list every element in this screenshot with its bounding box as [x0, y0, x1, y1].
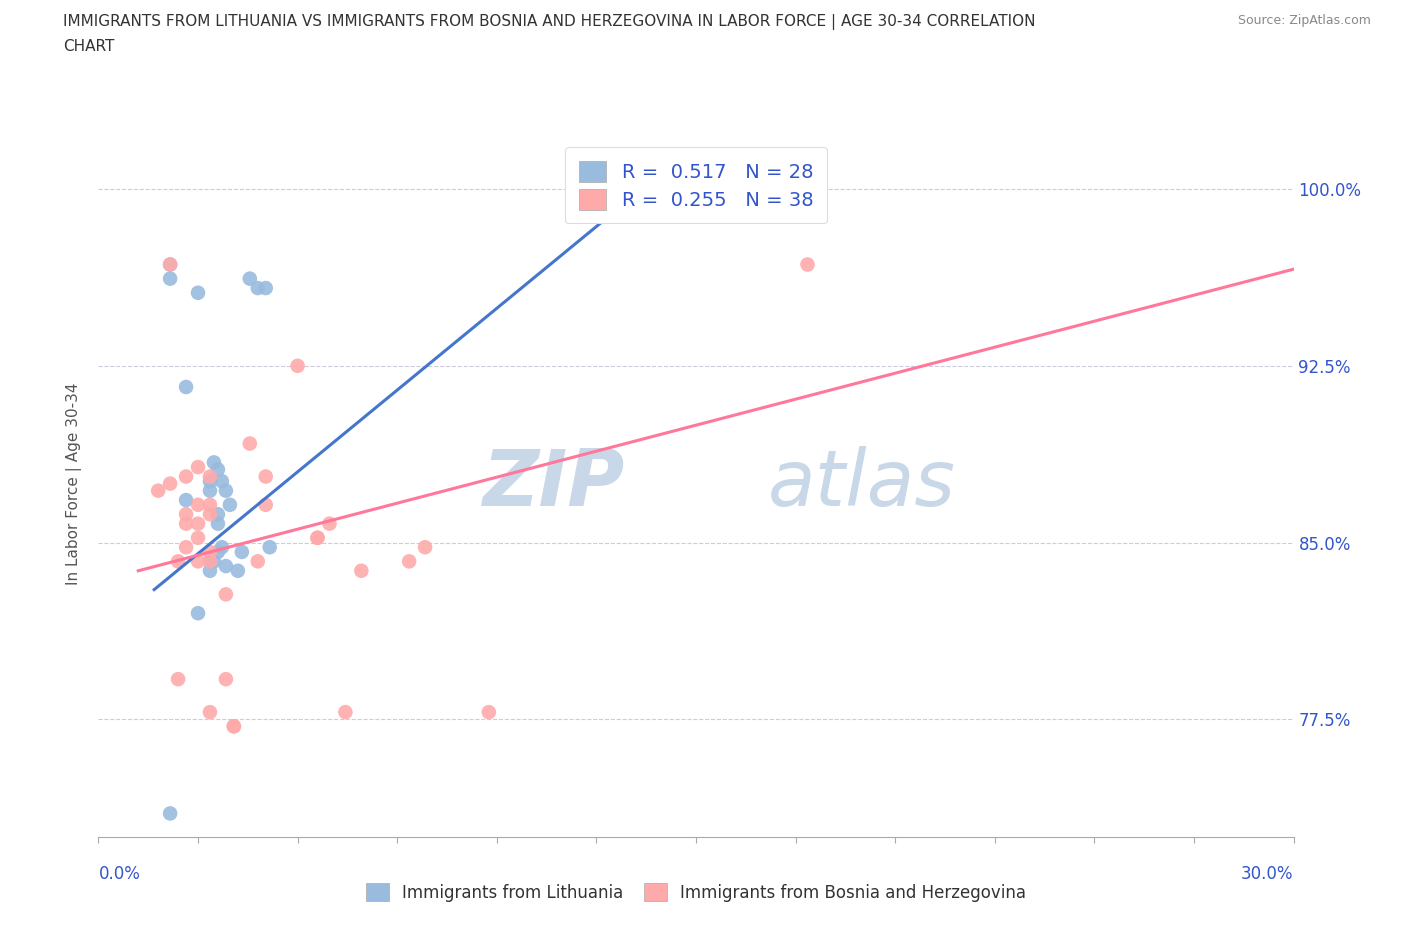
Point [202, 455, 225, 470]
Text: atlas: atlas [768, 445, 956, 522]
Text: ZIP: ZIP [482, 445, 624, 522]
Point [254, 281, 277, 296]
Point [159, 476, 181, 491]
Point [796, 257, 818, 272]
Point [207, 462, 229, 477]
Point [226, 564, 249, 578]
Point [222, 719, 245, 734]
Point [174, 379, 197, 394]
Text: CHART: CHART [63, 39, 115, 54]
Point [211, 539, 233, 554]
Point [174, 507, 197, 522]
Point [219, 498, 242, 512]
Point [215, 559, 238, 574]
Legend: Immigrants from Lithuania, Immigrants from Bosnia and Herzegovina: Immigrants from Lithuania, Immigrants fr… [357, 875, 1035, 910]
Point [335, 705, 357, 720]
Point [207, 544, 229, 559]
Point [198, 498, 221, 512]
Point [254, 498, 277, 512]
Point [215, 671, 238, 686]
Point [174, 469, 197, 484]
Point [246, 554, 269, 569]
Point [159, 272, 181, 286]
Point [215, 587, 238, 602]
Point [207, 516, 229, 531]
Point [207, 507, 229, 522]
Point [222, 719, 245, 734]
Point [187, 605, 209, 620]
Point [287, 358, 309, 373]
Text: 30.0%: 30.0% [1241, 865, 1294, 884]
Point [413, 539, 436, 554]
Point [198, 484, 221, 498]
Point [198, 544, 221, 559]
Point [174, 539, 197, 554]
Text: 0.0%: 0.0% [98, 865, 141, 884]
Point [307, 530, 329, 545]
Point [148, 484, 170, 498]
Text: Source: ZipAtlas.com: Source: ZipAtlas.com [1237, 14, 1371, 27]
Point [198, 469, 221, 484]
Point [211, 473, 233, 488]
Point [318, 516, 340, 531]
Point [187, 286, 209, 300]
Point [198, 473, 221, 488]
Point [246, 281, 269, 296]
Point [187, 554, 209, 569]
Point [167, 554, 190, 569]
Point [187, 498, 209, 512]
Point [202, 554, 225, 569]
Point [239, 272, 262, 286]
Point [187, 530, 209, 545]
Point [231, 544, 253, 559]
Point [398, 554, 420, 569]
Point [174, 516, 197, 531]
Point [167, 671, 190, 686]
Point [198, 705, 221, 720]
Point [174, 493, 197, 508]
Y-axis label: In Labor Force | Age 30-34: In Labor Force | Age 30-34 [66, 382, 83, 585]
Point [307, 530, 329, 545]
Point [254, 469, 277, 484]
Point [198, 554, 221, 569]
Point [198, 554, 221, 569]
Point [259, 539, 281, 554]
Text: IMMIGRANTS FROM LITHUANIA VS IMMIGRANTS FROM BOSNIA AND HERZEGOVINA IN LABOR FOR: IMMIGRANTS FROM LITHUANIA VS IMMIGRANTS … [63, 14, 1036, 30]
Point [350, 564, 373, 578]
Point [239, 436, 262, 451]
Point [478, 705, 501, 720]
Point [159, 806, 181, 821]
Point [187, 459, 209, 474]
Point [215, 484, 238, 498]
Point [159, 257, 181, 272]
Point [198, 564, 221, 578]
Point [198, 507, 221, 522]
Point [187, 516, 209, 531]
Point [159, 257, 181, 272]
